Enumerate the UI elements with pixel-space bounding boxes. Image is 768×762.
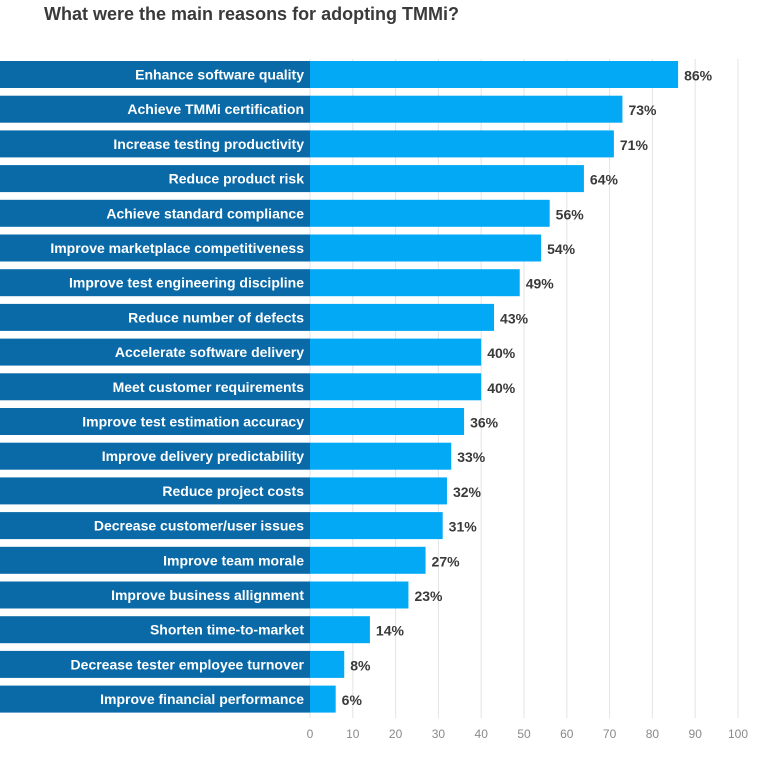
bar (310, 95, 623, 123)
bar (310, 581, 409, 609)
bar (310, 165, 584, 193)
value-label: 32% (453, 484, 482, 500)
chart-title: What were the main reasons for adopting … (44, 4, 460, 24)
bar (310, 442, 452, 470)
value-label: 14% (376, 623, 405, 639)
x-tick-label: 50 (517, 727, 531, 741)
bar (310, 61, 679, 88)
category-label: Increase testing productivity (113, 136, 304, 152)
value-label: 40% (487, 345, 516, 361)
category-label: Improve delivery predictability (102, 448, 305, 464)
category-label: Improve marketplace competitiveness (50, 240, 304, 256)
value-label: 64% (590, 172, 619, 188)
category-band (0, 512, 310, 540)
category-label: Shorten time-to-market (150, 622, 304, 638)
category-band (0, 581, 310, 609)
bar (310, 269, 520, 297)
x-tick-label: 30 (432, 727, 446, 741)
value-label: 49% (526, 276, 555, 292)
category-band (0, 269, 310, 297)
value-label: 33% (457, 449, 486, 465)
bar (310, 650, 345, 678)
x-tick-label: 90 (689, 727, 703, 741)
category-band (0, 616, 310, 644)
category-label: Decrease customer/user issues (94, 518, 304, 534)
bar (310, 373, 482, 401)
bar (310, 408, 465, 435)
value-label: 31% (449, 519, 478, 535)
bar (310, 546, 426, 574)
category-band (0, 408, 310, 435)
value-label: 43% (500, 310, 529, 326)
category-label: Reduce product risk (169, 171, 305, 187)
x-tick-label: 10 (346, 727, 360, 741)
category-band (0, 234, 310, 262)
x-tick-label: 70 (603, 727, 617, 741)
category-label: Improve business allignment (111, 587, 304, 603)
category-band (0, 95, 310, 123)
value-label: 86% (684, 68, 713, 84)
bar (310, 199, 550, 227)
category-label: Decrease tester employee turnover (71, 656, 305, 672)
x-tick-label: 0 (307, 727, 314, 741)
bar (310, 234, 542, 262)
bar (310, 303, 495, 331)
category-label: Improve test engineering discipline (69, 275, 304, 291)
value-label: 27% (432, 553, 461, 569)
value-label: 36% (470, 415, 499, 431)
x-tick-label: 20 (389, 727, 403, 741)
category-label: Reduce number of defects (128, 309, 304, 325)
category-band (0, 199, 310, 227)
category-label: Enhance software quality (135, 67, 304, 83)
category-band (0, 303, 310, 331)
category-label: Accelerate software delivery (115, 344, 304, 360)
bar (310, 477, 447, 505)
value-label: 40% (487, 380, 516, 396)
bar (310, 685, 336, 713)
category-band (0, 477, 310, 505)
value-label: 73% (628, 102, 657, 118)
x-tick-label: 80 (646, 727, 660, 741)
value-label: 23% (414, 588, 443, 604)
category-label: Improve test estimation accuracy (82, 414, 304, 430)
category-band (0, 130, 310, 158)
category-band (0, 685, 310, 713)
category-band (0, 442, 310, 470)
category-band (0, 61, 310, 88)
value-label: 56% (556, 206, 585, 222)
bar (310, 338, 482, 366)
x-tick-label: 40 (475, 727, 489, 741)
category-band (0, 373, 310, 401)
x-tick-label: 60 (560, 727, 574, 741)
bar (310, 130, 614, 158)
category-label: Improve financial performance (100, 691, 304, 707)
value-label: 8% (350, 657, 371, 673)
category-label: Improve team morale (163, 552, 304, 568)
category-band (0, 338, 310, 366)
category-band (0, 165, 310, 193)
category-label: Achieve standard compliance (106, 205, 304, 221)
category-band (0, 650, 310, 678)
bar (310, 616, 370, 644)
value-label: 54% (547, 241, 576, 257)
value-label: 6% (342, 692, 363, 708)
category-label: Achieve TMMi certification (127, 101, 304, 117)
bar (310, 512, 443, 540)
x-tick-label: 100 (728, 727, 748, 741)
value-label: 71% (620, 137, 649, 153)
category-band (0, 546, 310, 574)
category-label: Meet customer requirements (113, 379, 305, 395)
category-label: Reduce project costs (162, 483, 304, 499)
